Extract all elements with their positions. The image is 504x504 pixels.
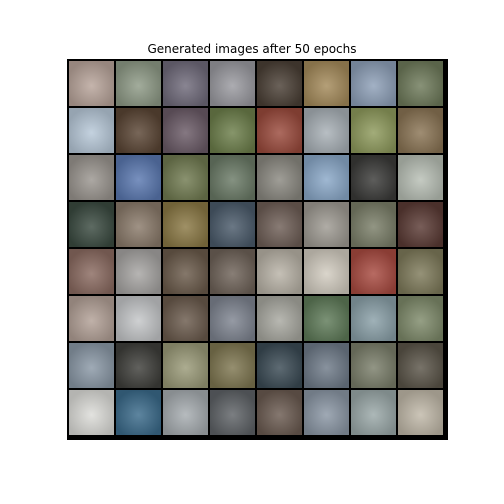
generated-image-tile — [69, 390, 114, 435]
generated-image-tile — [210, 249, 255, 294]
generated-image-tile — [257, 343, 302, 388]
generated-image-tile — [351, 249, 396, 294]
generated-image-tile — [398, 343, 443, 388]
generated-image-tile — [351, 296, 396, 341]
generated-image-tile — [398, 390, 443, 435]
generated-image-tile — [257, 61, 302, 106]
generated-image-tile — [163, 202, 208, 247]
generated-image-tile — [210, 108, 255, 153]
generated-image-tile — [69, 249, 114, 294]
generated-image-tile — [304, 202, 349, 247]
generated-image-tile — [304, 249, 349, 294]
generated-image-tile — [210, 343, 255, 388]
generated-image-tile — [69, 296, 114, 341]
generated-image-tile — [257, 108, 302, 153]
generated-image-tile — [304, 343, 349, 388]
generated-image-tile — [351, 390, 396, 435]
generated-image-tile — [351, 343, 396, 388]
generated-image-tile — [116, 296, 161, 341]
generated-image-tile — [116, 343, 161, 388]
generated-image-tile — [116, 390, 161, 435]
generated-image-tile — [257, 155, 302, 200]
generated-image-tile — [257, 249, 302, 294]
generated-image-tile — [69, 61, 114, 106]
generated-image-tile — [69, 155, 114, 200]
generated-image-tile — [398, 108, 443, 153]
generated-image-tile — [351, 202, 396, 247]
generated-image-tile — [116, 108, 161, 153]
generated-image-tile — [398, 202, 443, 247]
generated-image-tile — [304, 155, 349, 200]
generated-image-tile — [398, 61, 443, 106]
generated-image-tile — [69, 108, 114, 153]
generated-image-tile — [163, 390, 208, 435]
generated-image-tile — [116, 249, 161, 294]
generated-image-tile — [257, 202, 302, 247]
generated-image-tile — [304, 108, 349, 153]
generated-image-tile — [116, 61, 161, 106]
generated-image-tile — [351, 61, 396, 106]
generated-image-tile — [398, 296, 443, 341]
generated-image-tile — [210, 155, 255, 200]
generated-image-tile — [116, 155, 161, 200]
generated-image-tile — [257, 390, 302, 435]
generated-image-tile — [398, 155, 443, 200]
generated-image-tile — [69, 343, 114, 388]
generated-image-tile — [304, 61, 349, 106]
generated-image-grid — [67, 59, 448, 440]
generated-image-tile — [210, 296, 255, 341]
generated-image-tile — [163, 155, 208, 200]
generated-image-tile — [116, 202, 161, 247]
generated-image-tile — [163, 296, 208, 341]
generated-image-tile — [163, 249, 208, 294]
generated-image-tile — [210, 61, 255, 106]
figure-title: Generated images after 50 epochs — [147, 42, 357, 56]
generated-image-tile — [398, 249, 443, 294]
generated-image-tile — [304, 390, 349, 435]
generated-image-tile — [163, 108, 208, 153]
generated-image-tile — [69, 202, 114, 247]
generated-image-tile — [351, 155, 396, 200]
generated-image-tile — [351, 108, 396, 153]
generated-image-tile — [163, 343, 208, 388]
generated-image-tile — [210, 390, 255, 435]
generated-image-tile — [210, 202, 255, 247]
generated-image-tile — [257, 296, 302, 341]
generated-image-tile — [163, 61, 208, 106]
generated-image-tile — [304, 296, 349, 341]
